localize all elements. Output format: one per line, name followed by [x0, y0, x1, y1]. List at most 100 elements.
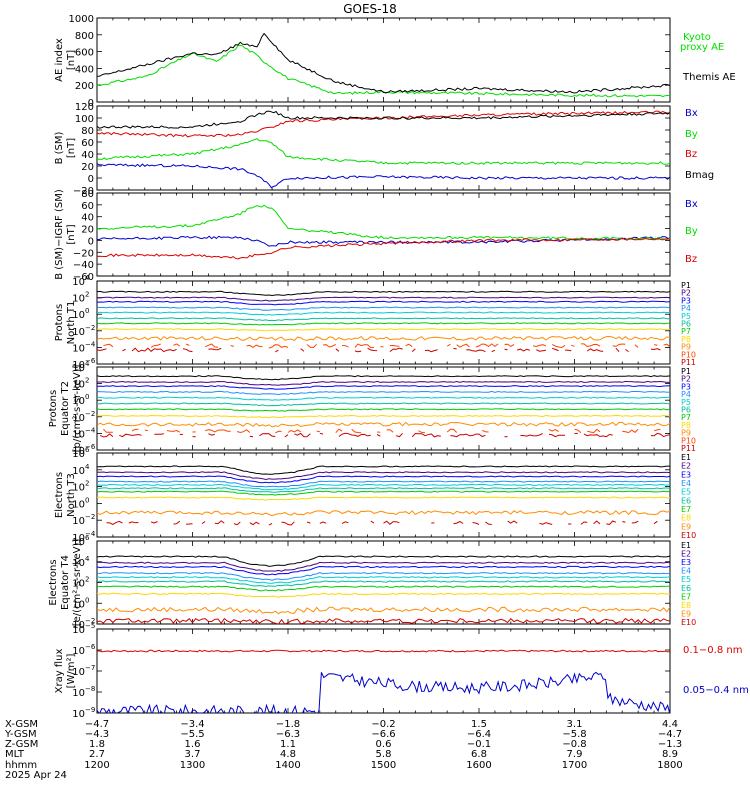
channel-line-e1 [97, 555, 670, 567]
x-axis-value: 1800 [657, 760, 682, 771]
channel-line-p11 [354, 350, 362, 353]
x-axis-value: 2.7 [89, 749, 105, 760]
channel-line-p8 [97, 414, 670, 419]
channel-line-p10 [654, 344, 658, 346]
y-tick-label: 800 [75, 31, 94, 42]
y-axis-label: B (SM)−IGRF (SM) [54, 189, 65, 280]
x-axis-row-label: MLT [5, 749, 25, 760]
channel-line-p11 [625, 348, 629, 353]
y-tick-exponent: 0 [85, 496, 89, 504]
x-axis-value: 1.5 [471, 719, 487, 730]
x-axis-value: 6.8 [471, 749, 487, 760]
y-axis-label: AE index [54, 38, 65, 82]
channel-legend-e5: E5 [681, 488, 691, 497]
channel-line-p11 [122, 348, 126, 352]
channel-line-p11 [275, 349, 279, 353]
channel-line-p2 [97, 296, 670, 302]
channel-line-e3 [97, 565, 670, 576]
x-axis-value: 8.9 [662, 749, 678, 760]
plot-area [97, 555, 670, 624]
series-line-bz [97, 110, 670, 138]
series-line-by [97, 138, 670, 165]
x-axis-row-label: X-GSM [5, 719, 38, 730]
channel-line-p11 [411, 348, 416, 352]
channel-line-p10 [475, 343, 499, 348]
y-tick-label: 10 [72, 625, 85, 636]
channel-line-p11 [504, 348, 508, 351]
y-axis-label: [W/m²] [66, 653, 77, 688]
channel-line-p10 [236, 429, 251, 434]
plot-area [97, 649, 670, 713]
x-axis-value: −0.2 [371, 719, 395, 730]
channel-legend-e10: E10 [681, 618, 696, 627]
channel-line-p11 [650, 432, 670, 438]
channel-legend-e8: E8 [681, 601, 691, 610]
channel-line-p11 [208, 347, 222, 351]
y-axis-label: Electrons [48, 559, 59, 605]
x-axis-value: −0.1 [467, 739, 491, 750]
channel-legend-p2: P2 [681, 375, 691, 384]
y-tick-label: 10 [72, 709, 85, 720]
channel-line-p10 [504, 343, 515, 347]
y-tick-exponent: −4 [85, 426, 96, 434]
channel-line-p11 [335, 348, 340, 352]
series-line-bz [97, 237, 670, 260]
y-tick-label: 10 [72, 449, 85, 460]
y-tick-label: −40 [73, 260, 94, 271]
x-axis-row-label: Z-GSM [5, 739, 38, 750]
panel-7: Electrons Equator T4 [e/(cm²-s-sr-keV)]10 6… [48, 534, 696, 631]
channel-line-p11 [586, 348, 604, 352]
channel-line-p10 [386, 429, 394, 433]
y-tick-exponent: 4 [85, 555, 90, 563]
legend-entry: Bz [685, 254, 697, 265]
y-tick-exponent: 0 [85, 307, 89, 315]
y-tick-label: −60 [73, 272, 94, 283]
y-tick-exponent: −5 [85, 622, 95, 630]
channel-line-p11 [450, 433, 486, 438]
channel-line-p10 [205, 429, 231, 433]
y-tick-exponent: 2 [85, 291, 89, 299]
x-axis-value: 5.8 [376, 749, 392, 760]
channel-line-e7 [97, 585, 670, 592]
channel-legend-p10: P10 [681, 436, 696, 445]
y-tick-label: 20 [81, 225, 94, 236]
channel-line-e5 [97, 576, 670, 584]
y-tick-exponent: −2 [85, 410, 95, 418]
channel-line-e2 [97, 471, 670, 481]
channel-line-p11 [182, 348, 193, 353]
y-tick-label: 200 [75, 81, 94, 92]
y-tick-exponent: −2 [85, 617, 95, 625]
channel-legend-e10: E10 [681, 531, 696, 540]
y-tick-label: 10 [72, 396, 85, 407]
x-axis-value: −6.3 [276, 729, 300, 740]
channel-line-p4 [97, 306, 670, 311]
channel-line-e10 [341, 521, 349, 525]
channel-line-p11 [154, 433, 164, 435]
channel-line-e10 [186, 523, 193, 525]
channel-legend-p4: P4 [681, 304, 691, 313]
channel-line-e10 [214, 520, 225, 525]
channel-line-p11 [552, 347, 559, 352]
channel-line-p11 [131, 347, 177, 353]
x-axis-value: −3.4 [180, 719, 204, 730]
y-tick-exponent: −4 [85, 530, 96, 538]
y-axis-label: [nT] [66, 138, 77, 158]
y-tick-label: 1000 [69, 14, 94, 25]
y-tick-exponent: −6 [85, 443, 96, 451]
y-tick-label: 10 [72, 413, 85, 424]
channel-line-p10 [322, 343, 337, 348]
y-tick-label: 10 [72, 533, 85, 544]
channel-line-p11 [536, 349, 546, 352]
channel-line-e10 [249, 521, 260, 526]
x-axis-value: −4.3 [85, 729, 109, 740]
channel-legend-e9: E9 [681, 522, 691, 531]
y-tick-label: −20 [73, 186, 94, 197]
channel-line-e10 [173, 520, 181, 525]
channel-line-p10 [275, 430, 282, 434]
channel-line-p5 [97, 311, 670, 316]
channel-line-e10 [201, 521, 206, 525]
legend-entry: Bx [685, 108, 698, 119]
y-tick-exponent: −6 [85, 643, 96, 651]
y-tick-label: 10 [72, 429, 85, 440]
